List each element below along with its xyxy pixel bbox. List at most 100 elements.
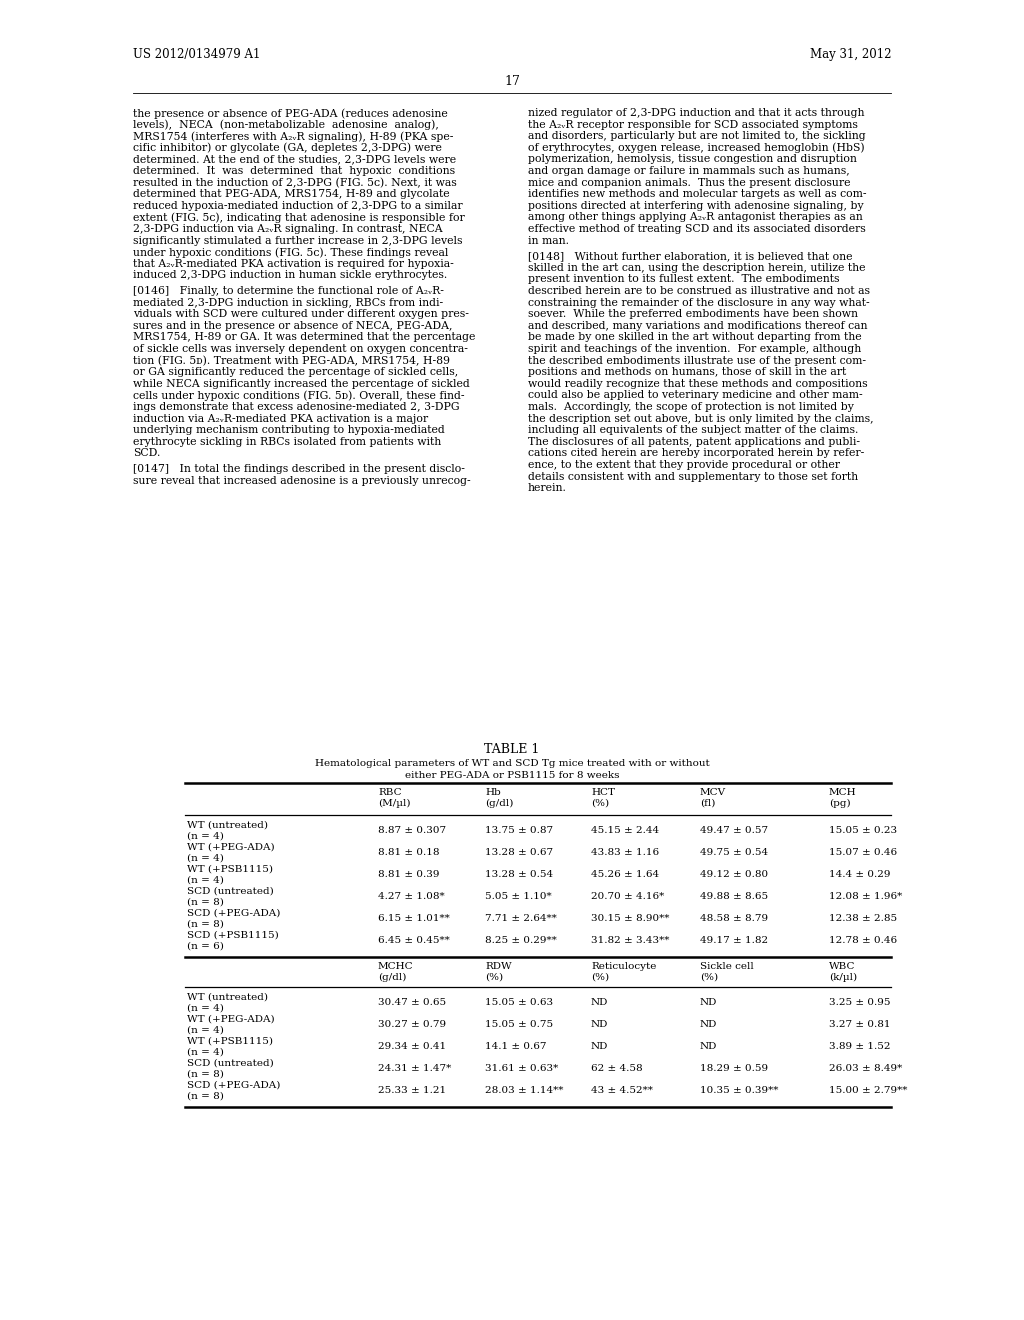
Text: soever.  While the preferred embodiments have been shown: soever. While the preferred embodiments … [528, 309, 858, 319]
Text: erythrocyte sickling in RBCs isolated from patients with: erythrocyte sickling in RBCs isolated fr… [133, 437, 441, 446]
Text: induced 2,3-DPG induction in human sickle erythrocytes.: induced 2,3-DPG induction in human sickl… [133, 271, 447, 280]
Text: 45.26 ± 1.64: 45.26 ± 1.64 [591, 870, 659, 879]
Text: The disclosures of all patents, patent applications and publi-: The disclosures of all patents, patent a… [528, 437, 860, 446]
Text: 12.78 ± 0.46: 12.78 ± 0.46 [829, 936, 897, 945]
Text: ND: ND [700, 1041, 718, 1051]
Text: mediated 2,3-DPG induction in sickling, RBCs from indi-: mediated 2,3-DPG induction in sickling, … [133, 297, 443, 308]
Text: ND: ND [591, 1041, 608, 1051]
Text: MCV: MCV [700, 788, 726, 797]
Text: 43.83 ± 1.16: 43.83 ± 1.16 [591, 847, 659, 857]
Text: SCD (+PEG-ADA): SCD (+PEG-ADA) [187, 1081, 281, 1090]
Text: spirit and teachings of the invention.  For example, although: spirit and teachings of the invention. F… [528, 345, 861, 354]
Text: (M/µl): (M/µl) [378, 799, 411, 808]
Text: 8.87 ± 0.307: 8.87 ± 0.307 [378, 826, 446, 836]
Text: [0148]   Without further elaboration, it is believed that one: [0148] Without further elaboration, it i… [528, 251, 853, 261]
Text: underlying mechanism contributing to hypoxia-mediated: underlying mechanism contributing to hyp… [133, 425, 444, 436]
Text: 18.29 ± 0.59: 18.29 ± 0.59 [700, 1064, 768, 1073]
Text: 31.82 ± 3.43**: 31.82 ± 3.43** [591, 936, 670, 945]
Text: ND: ND [700, 998, 718, 1007]
Text: MRS1754 (interferes with A₂ᵥR signaling), H-89 (PKA spe-: MRS1754 (interferes with A₂ᵥR signaling)… [133, 131, 454, 141]
Text: 31.61 ± 0.63*: 31.61 ± 0.63* [485, 1064, 558, 1073]
Text: (fl): (fl) [700, 799, 716, 808]
Text: Hematological parameters of WT and SCD Tg mice treated with or without: Hematological parameters of WT and SCD T… [314, 759, 710, 768]
Text: 13.28 ± 0.67: 13.28 ± 0.67 [485, 847, 553, 857]
Text: 8.25 ± 0.29**: 8.25 ± 0.29** [485, 936, 557, 945]
Text: constraining the remainder of the disclosure in any way what-: constraining the remainder of the disclo… [528, 297, 869, 308]
Text: WBC: WBC [829, 962, 855, 972]
Text: in man.: in man. [528, 235, 569, 246]
Text: RDW: RDW [485, 962, 512, 972]
Text: 62 ± 4.58: 62 ± 4.58 [591, 1064, 643, 1073]
Text: mice and companion animals.  Thus the present disclosure: mice and companion animals. Thus the pre… [528, 178, 851, 187]
Text: 14.4 ± 0.29: 14.4 ± 0.29 [829, 870, 891, 879]
Text: described herein are to be construed as illustrative and not as: described herein are to be construed as … [528, 286, 870, 296]
Text: 3.27 ± 0.81: 3.27 ± 0.81 [829, 1020, 891, 1030]
Text: 15.05 ± 0.23: 15.05 ± 0.23 [829, 826, 897, 836]
Text: (n = 4): (n = 4) [187, 876, 224, 884]
Text: ence, to the extent that they provide procedural or other: ence, to the extent that they provide pr… [528, 459, 840, 470]
Text: WT (+PEG-ADA): WT (+PEG-ADA) [187, 1015, 274, 1024]
Text: or GA significantly reduced the percentage of sickled cells,: or GA significantly reduced the percenta… [133, 367, 459, 378]
Text: would readily recognize that these methods and compositions: would readily recognize that these metho… [528, 379, 867, 389]
Text: be made by one skilled in the art without departing from the: be made by one skilled in the art withou… [528, 333, 861, 342]
Text: that A₂ᵥR-mediated PKA activation is required for hypoxia-: that A₂ᵥR-mediated PKA activation is req… [133, 259, 454, 269]
Text: [0147]   In total the findings described in the present disclo-: [0147] In total the findings described i… [133, 465, 465, 474]
Text: (%): (%) [700, 973, 718, 982]
Text: 3.25 ± 0.95: 3.25 ± 0.95 [829, 998, 891, 1007]
Text: reduced hypoxia-mediated induction of 2,3-DPG to a similar: reduced hypoxia-mediated induction of 2,… [133, 201, 463, 211]
Text: WT (+PSB1115): WT (+PSB1115) [187, 1038, 273, 1045]
Text: MRS1754, H-89 or GA. It was determined that the percentage: MRS1754, H-89 or GA. It was determined t… [133, 333, 475, 342]
Text: 49.75 ± 0.54: 49.75 ± 0.54 [700, 847, 768, 857]
Text: either PEG-ADA or PSB1115 for 8 weeks: either PEG-ADA or PSB1115 for 8 weeks [404, 771, 620, 780]
Text: SCD.: SCD. [133, 449, 161, 458]
Text: while NECA significantly increased the percentage of sickled: while NECA significantly increased the p… [133, 379, 470, 389]
Text: 49.12 ± 0.80: 49.12 ± 0.80 [700, 870, 768, 879]
Text: 49.47 ± 0.57: 49.47 ± 0.57 [700, 826, 768, 836]
Text: present invention to its fullest extent.  The embodiments: present invention to its fullest extent.… [528, 275, 840, 284]
Text: (n = 8): (n = 8) [187, 920, 224, 929]
Text: SCD (+PSB1115): SCD (+PSB1115) [187, 931, 279, 940]
Text: SCD (+PEG-ADA): SCD (+PEG-ADA) [187, 909, 281, 917]
Text: extent (FIG. 5ᴄ), indicating that adenosine is responsible for: extent (FIG. 5ᴄ), indicating that adenos… [133, 213, 465, 223]
Text: the presence or absence of PEG-ADA (reduces adenosine: the presence or absence of PEG-ADA (redu… [133, 108, 447, 119]
Text: 30.15 ± 8.90**: 30.15 ± 8.90** [591, 913, 670, 923]
Text: 20.70 ± 4.16*: 20.70 ± 4.16* [591, 892, 665, 902]
Text: ND: ND [591, 998, 608, 1007]
Text: levels),  NECA  (non-metabolizable  adenosine  analog),: levels), NECA (non-metabolizable adenosi… [133, 120, 439, 131]
Text: 10.35 ± 0.39**: 10.35 ± 0.39** [700, 1086, 778, 1096]
Text: WT (+PSB1115): WT (+PSB1115) [187, 865, 273, 874]
Text: 49.88 ± 8.65: 49.88 ± 8.65 [700, 892, 768, 902]
Text: polymerization, hemolysis, tissue congestion and disruption: polymerization, hemolysis, tissue conges… [528, 154, 857, 165]
Text: resulted in the induction of 2,3-DPG (FIG. 5ᴄ). Next, it was: resulted in the induction of 2,3-DPG (FI… [133, 178, 457, 187]
Text: the described embodiments illustrate use of the present com-: the described embodiments illustrate use… [528, 355, 866, 366]
Text: ND: ND [700, 1020, 718, 1030]
Text: (k/µl): (k/µl) [829, 973, 857, 982]
Text: 8.81 ± 0.39: 8.81 ± 0.39 [378, 870, 439, 879]
Text: 8.81 ± 0.18: 8.81 ± 0.18 [378, 847, 439, 857]
Text: (n = 4): (n = 4) [187, 832, 224, 841]
Text: skilled in the art can, using the description herein, utilize the: skilled in the art can, using the descri… [528, 263, 865, 273]
Text: cells under hypoxic conditions (FIG. 5ᴅ). Overall, these find-: cells under hypoxic conditions (FIG. 5ᴅ)… [133, 391, 465, 401]
Text: 15.05 ± 0.63: 15.05 ± 0.63 [485, 998, 553, 1007]
Text: of erythrocytes, oxygen release, increased hemoglobin (HbS): of erythrocytes, oxygen release, increas… [528, 143, 864, 153]
Text: (n = 4): (n = 4) [187, 854, 224, 863]
Text: WT (untreated): WT (untreated) [187, 993, 268, 1002]
Text: WT (untreated): WT (untreated) [187, 821, 268, 830]
Text: of sickle cells was inversely dependent on oxygen concentra-: of sickle cells was inversely dependent … [133, 345, 468, 354]
Text: determined.  It  was  determined  that  hypoxic  conditions: determined. It was determined that hypox… [133, 166, 455, 176]
Text: significantly stimulated a further increase in 2,3-DPG levels: significantly stimulated a further incre… [133, 235, 463, 246]
Text: mals.  Accordingly, the scope of protection is not limited by: mals. Accordingly, the scope of protecti… [528, 403, 854, 412]
Text: 6.15 ± 1.01**: 6.15 ± 1.01** [378, 913, 450, 923]
Text: (n = 4): (n = 4) [187, 1026, 224, 1035]
Text: positions directed at interfering with adenosine signaling, by: positions directed at interfering with a… [528, 201, 863, 211]
Text: (%): (%) [591, 973, 609, 982]
Text: May 31, 2012: May 31, 2012 [810, 48, 891, 61]
Text: sure reveal that increased adenosine is a previously unrecog-: sure reveal that increased adenosine is … [133, 475, 471, 486]
Text: herein.: herein. [528, 483, 567, 494]
Text: WT (+PEG-ADA): WT (+PEG-ADA) [187, 843, 274, 851]
Text: (n = 8): (n = 8) [187, 1071, 224, 1078]
Text: (n = 4): (n = 4) [187, 1048, 224, 1057]
Text: 2,3-DPG induction via A₂ᵥR signaling. In contrast, NECA: 2,3-DPG induction via A₂ᵥR signaling. In… [133, 224, 442, 234]
Text: cific inhibitor) or glycolate (GA, depletes 2,3-DPG) were: cific inhibitor) or glycolate (GA, deple… [133, 143, 442, 153]
Text: 15.00 ± 2.79**: 15.00 ± 2.79** [829, 1086, 907, 1096]
